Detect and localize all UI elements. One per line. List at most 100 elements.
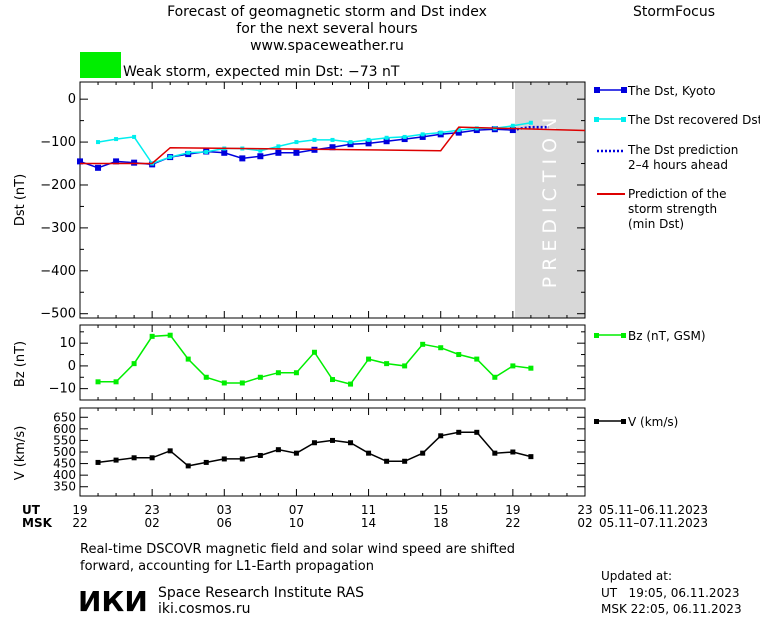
ut-axis-label: UT [22,503,41,517]
dst-recovered-point [402,134,407,139]
v-point [257,452,263,458]
v-point [221,456,227,462]
bz-point [420,341,426,347]
chart-title-line-3: www.spaceweather.ru [250,38,404,54]
legend-item-storm-strength: Prediction of the storm strength (min Ds… [597,187,727,231]
y-tick-label: 10 [59,336,76,351]
bz-point [113,379,119,385]
y-tick-label: 550 [53,433,76,447]
legend-marker-recovered [621,117,626,122]
bz-point [456,352,462,358]
legend-label-dst-kyoto: The Dst, Kyoto [627,84,715,98]
dst-kyoto-point [239,155,246,162]
v-point [384,458,390,464]
dst-kyoto-point [455,129,462,136]
v-point [311,440,317,446]
bz-point [239,380,245,386]
dst-recovered-point [276,144,281,149]
dst-kyoto-point [419,133,426,140]
dst-recovered-point [312,137,317,142]
v-point [95,459,101,465]
ut-tick-label: 07 [289,503,304,517]
dst-kyoto-point [257,153,264,160]
dst-kyoto-point [113,158,120,165]
v-point [420,450,426,456]
bz-point [474,356,480,362]
ut-tick-label: 23 [577,503,592,517]
bz-line [98,334,531,385]
ut-date-range: 05.11–06.11.2023 [599,503,708,517]
time-tick-labels: 19 23 03 07 11 15 19 23 22 02 06 10 14 18 22 02 [72,503,592,530]
legend-item-dst-prediction: The Dst prediction 2–4 hours ahead [597,143,738,172]
ut-tick-label: 23 [145,503,160,517]
y-axis-label: Dst (nT) [13,174,28,226]
v-line [97,431,532,467]
chart-title-line-1: Forecast of geomagnetic storm and Dst in… [167,4,487,20]
y-tick-label: 450 [53,457,76,471]
dst-kyoto-point [131,159,138,166]
dst-kyoto-point [347,141,354,148]
dst-recovered-line [97,122,532,165]
ut-tick-label: 03 [217,503,232,517]
updated-ut: UT 19:05, 06.11.2023 [601,586,739,600]
v-point [149,455,155,461]
chart-title-line-2: for the next several hours [236,21,417,37]
bz-point [330,377,335,383]
v-point [366,450,372,456]
msk-tick-label: 02 [145,516,160,530]
dst-kyoto-point [95,164,102,171]
y-tick-label: −100 [40,135,76,150]
dst-recovered-point [204,149,209,154]
legend-label-bz: Bz (nT, GSM) [628,329,706,343]
legend-marker-recovered [594,117,599,122]
bz-point [293,370,299,376]
dst-kyoto-point [383,138,390,145]
v-point [293,450,299,456]
dst-recovered-point [456,128,461,133]
y-tick-label: 650 [53,410,76,424]
bz-point [275,370,281,376]
dst-recovered-point [132,134,137,139]
ut-tick-label: 19 [505,503,520,517]
y-axis-label: Bz (nT) [13,341,28,387]
ut-tick-label: 15 [433,503,448,517]
y-tick-label: 400 [53,468,76,482]
bz-point [384,361,390,367]
storm-status-text: Weak storm, expected min Dst: −73 nT [123,64,400,80]
prediction-label: PREDICTION [539,112,561,289]
y-tick-label: −400 [40,264,76,279]
y-tick-label: 0 [68,92,76,107]
legend-marker-kyoto [594,87,600,93]
institute-site: iki.cosmos.ru [158,601,250,617]
msk-date-range: 05.11–07.11.2023 [599,516,708,530]
footer-note-line-1: Real-time DSCOVR magnetic field and sola… [80,542,515,557]
dst-recovered-point [366,137,371,142]
bz-point [203,374,209,380]
bz-point [257,374,263,380]
updated-msk: MSK 22:05, 06.11.2023 [601,602,742,616]
v-point [402,458,408,464]
storm-strength-line [80,126,586,165]
msk-tick-label: 22 [72,516,87,530]
dst-kyoto-point [77,158,83,165]
dst-kyoto-point [401,136,408,143]
legend-marker-kyoto [621,87,627,93]
msk-tick-label: 06 [217,516,232,530]
storm-status-swatch [80,52,121,78]
legend-item-v: V (km/s) [594,415,678,429]
legend-label-dst-prediction-2: 2–4 hours ahead [628,158,728,172]
dst-recovered-point [330,137,335,142]
v-point [275,447,281,453]
legend-marker-v [621,419,626,424]
dst-recovered-point [96,140,101,145]
msk-tick-label: 10 [289,516,304,530]
bz-point [311,349,317,355]
v-point [239,456,245,462]
legend-marker-bz [621,333,626,338]
y-tick-label: −500 [40,307,76,322]
y-tick-label: 0 [68,359,76,374]
dst-recovered-point [294,140,299,145]
legend-label-storm-strength: Prediction of the [628,187,727,201]
legend-item-dst-kyoto: The Dst, Kyoto [594,84,715,98]
